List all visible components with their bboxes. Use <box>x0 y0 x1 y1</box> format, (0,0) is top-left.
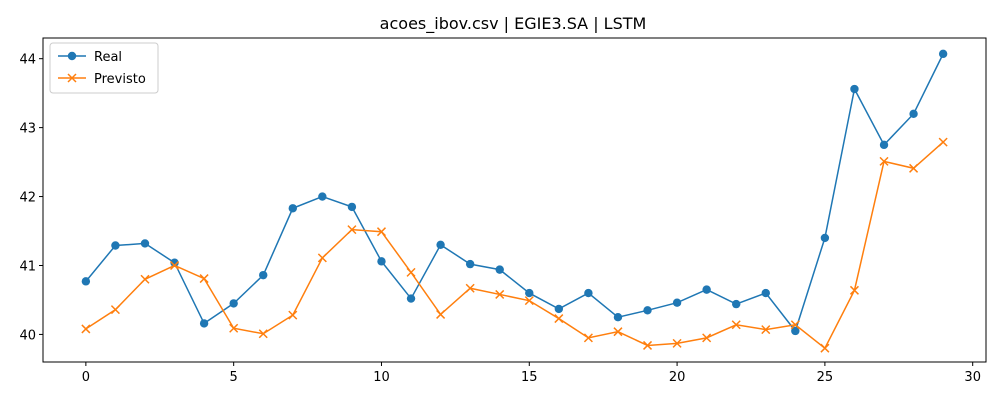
data-point <box>584 288 593 298</box>
data-point <box>732 299 741 309</box>
data-point <box>613 327 623 337</box>
legend-label: Previsto <box>94 72 146 87</box>
data-point <box>317 253 327 263</box>
series-line-real <box>85 53 944 333</box>
x-tick-label: 20 <box>669 370 686 385</box>
y-tick-label: 43 <box>19 122 36 137</box>
data-point <box>465 259 475 269</box>
data-point <box>259 270 268 280</box>
plot-frame <box>42 37 987 363</box>
data-point <box>229 299 238 308</box>
x-tick-label: 5 <box>230 370 238 385</box>
data-point <box>406 294 416 303</box>
data-point <box>229 323 239 333</box>
legend-marker <box>67 73 77 83</box>
data-point <box>318 192 327 201</box>
data-point <box>702 333 712 343</box>
legend-entry-previsto: Previsto <box>58 72 146 87</box>
data-point <box>761 325 771 335</box>
data-point <box>583 333 593 343</box>
data-point <box>525 288 534 298</box>
data-point <box>81 324 91 334</box>
data-point <box>554 314 564 324</box>
y-tick-label: 41 <box>19 259 36 274</box>
chart-title: acoes_ibov.csv | EGIE3.SA | LSTM <box>380 14 647 34</box>
data-point <box>672 338 682 348</box>
data-point <box>199 319 209 328</box>
data-point <box>849 285 859 295</box>
data-point <box>140 274 150 284</box>
data-point <box>436 309 446 319</box>
data-point <box>495 289 505 299</box>
data-point <box>465 283 475 293</box>
data-point <box>554 304 564 314</box>
data-point <box>377 257 386 266</box>
y-axis: 40 41 42 43 44 <box>19 53 43 343</box>
x-tick-label: 15 <box>521 370 538 385</box>
series-layer <box>81 49 948 353</box>
data-point <box>731 320 741 330</box>
data-point <box>642 340 653 350</box>
legend: Real Previsto <box>49 42 159 94</box>
data-point <box>643 306 652 315</box>
series-previsto <box>81 137 948 353</box>
series-real <box>81 49 948 336</box>
data-point <box>258 329 268 339</box>
data-point <box>406 267 416 277</box>
data-point <box>938 137 948 147</box>
data-point <box>761 288 770 298</box>
data-point <box>791 326 800 336</box>
data-point <box>909 109 918 119</box>
data-point <box>820 343 830 353</box>
data-point <box>672 298 682 307</box>
data-point <box>613 312 623 322</box>
data-point <box>170 258 179 267</box>
data-point <box>909 163 919 173</box>
data-point <box>524 296 534 306</box>
data-point <box>110 305 120 315</box>
data-point <box>879 140 889 150</box>
data-point <box>850 84 859 94</box>
data-point <box>347 225 357 235</box>
data-point <box>376 227 387 237</box>
data-point <box>820 233 830 243</box>
data-point <box>81 277 91 286</box>
y-tick-label: 40 <box>19 328 36 343</box>
data-point <box>111 241 120 250</box>
data-point <box>288 310 298 320</box>
y-tick-label: 44 <box>19 53 36 68</box>
x-tick-label: 25 <box>817 370 834 385</box>
x-tick-label: 0 <box>82 370 90 385</box>
data-point <box>702 285 711 294</box>
data-point <box>170 260 180 271</box>
series-line-previsto <box>85 141 944 350</box>
legend-marker <box>67 51 77 61</box>
data-point <box>938 49 948 59</box>
data-point <box>495 265 504 274</box>
data-point <box>347 202 357 212</box>
data-point <box>140 239 150 248</box>
data-point <box>199 274 209 284</box>
plot-area <box>42 37 987 363</box>
legend-label: Real <box>94 50 122 65</box>
data-point <box>879 156 889 166</box>
x-tick-label: 30 <box>964 370 981 385</box>
x-tick-label: 10 <box>373 370 390 385</box>
data-point <box>288 204 297 213</box>
x-axis: 0 5 10 15 20 25 30 <box>82 362 981 385</box>
data-point <box>436 240 445 250</box>
y-tick-label: 42 <box>19 191 36 206</box>
data-point <box>790 320 800 330</box>
legend-entry-real: Real <box>58 50 122 65</box>
